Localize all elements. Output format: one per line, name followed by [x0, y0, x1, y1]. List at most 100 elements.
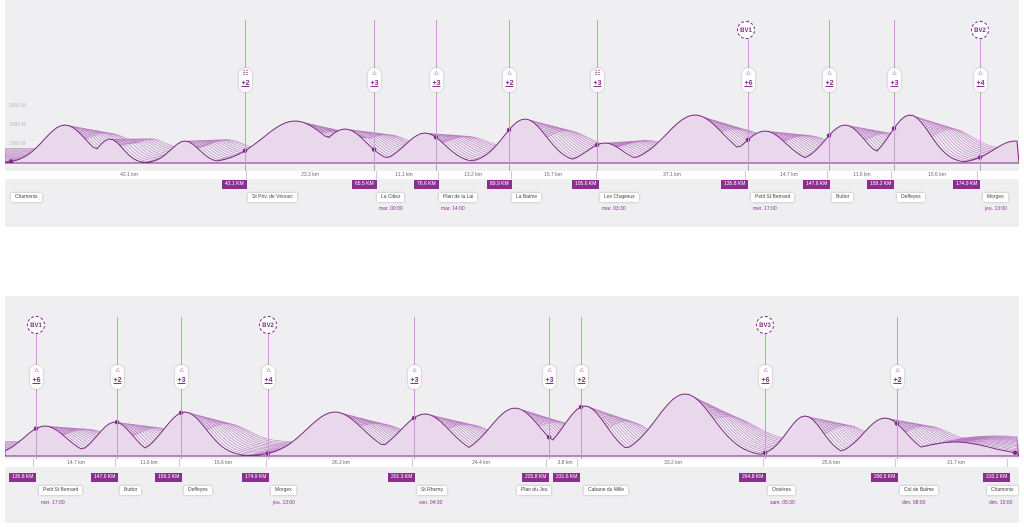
refuge-day-offset: +3 [545, 377, 554, 384]
place-time: mer. 17:00 [753, 206, 777, 212]
axis-tick [179, 459, 180, 467]
refuge-marker[interactable]: ⌂ +2 [891, 365, 904, 389]
hut-icon: ⌂ [827, 70, 832, 77]
hut-icon: ⌂ [978, 70, 983, 77]
hut-icon: ⌂ [895, 367, 900, 374]
place-label[interactable]: Cabane du Mille [584, 486, 629, 495]
place-label[interactable]: Petit St Bernard [39, 486, 83, 495]
place-label[interactable]: Col de Balme [900, 486, 939, 495]
axis-tick [412, 459, 413, 467]
axis-tick [1007, 459, 1008, 467]
place-label[interactable]: Plan de la Lai [439, 193, 478, 202]
place-label[interactable]: Les Chapieux [600, 193, 639, 202]
profile-layer [5, 114, 1019, 164]
km-badge: 42.1 KM [222, 180, 247, 189]
refuge-day-offset: +4 [976, 80, 985, 87]
hut-icon: ⌂ [266, 367, 271, 374]
life-base-badge[interactable]: BV1 [27, 316, 45, 334]
place-time: dim. 15:00 [989, 500, 1013, 506]
checkpoint-dot[interactable] [506, 127, 512, 133]
km-badge: 89.9 KM [487, 180, 512, 189]
place-label[interactable]: St Priv. de Vénosc [248, 193, 297, 202]
refuge-marker[interactable]: ☷ +3 [591, 68, 604, 92]
refuge-marker[interactable]: ⌂ +2 [111, 365, 124, 389]
elevation-profile-chart [5, 393, 1019, 457]
checkpoint-line [245, 20, 246, 171]
refuge-marker[interactable]: ⌂ +3 [430, 68, 443, 92]
place-label[interactable]: Chamonix [987, 486, 1018, 495]
refuge-marker[interactable]: ⌂ +3 [175, 365, 188, 389]
life-base-badge[interactable]: BV1 [737, 21, 755, 39]
place-time: jeu. 13:00 [273, 500, 295, 506]
place-label[interactable]: Morgex [983, 193, 1008, 202]
axis-tick [438, 171, 439, 179]
segment-distance: 11.6 km [140, 460, 158, 466]
refuge-marker[interactable]: ⌂ +6 [759, 365, 772, 389]
checkpoint-dot[interactable] [433, 135, 439, 140]
axis-tick [977, 171, 978, 179]
segment-distance: 14.7 km [780, 172, 798, 178]
km-badge: 201.3 KM [388, 473, 416, 482]
place-label[interactable]: Morgex [271, 486, 296, 495]
km-badge: 310.2 KM [983, 473, 1011, 482]
place-label[interactable]: Chamonix [11, 193, 42, 202]
axis-tick [376, 171, 377, 179]
refuge-marker[interactable]: ⌂ +2 [503, 68, 516, 92]
checkpoint-line [597, 20, 598, 171]
km-badge: 225.8 KM [522, 473, 550, 482]
checkpoint-dot[interactable] [371, 147, 377, 152]
segment-distance: 25.6 km [822, 460, 840, 466]
place-label[interactable]: Orsières [768, 486, 795, 495]
axis-tick [266, 459, 267, 467]
refuge-marker[interactable]: ⌂ +3 [408, 365, 421, 389]
km-badge: 174.9 KM [242, 473, 270, 482]
refuge-marker[interactable]: ⌂ +4 [262, 365, 275, 389]
refuge-day-offset: +2 [241, 80, 250, 87]
hut-icon: ⌂ [547, 367, 552, 374]
place-label[interactable]: Buttor [120, 486, 142, 495]
place-label[interactable]: La Citiez [377, 193, 405, 202]
altitude-label: 2000 M [9, 122, 26, 128]
place-label[interactable]: Buttor [832, 193, 854, 202]
place-label[interactable]: Deffeyes [184, 486, 212, 495]
refuge-marker[interactable]: ⌂ +2 [575, 365, 588, 389]
refuge-marker[interactable]: ⌂ +2 [823, 68, 836, 92]
checkpoint-dot[interactable] [411, 415, 417, 421]
place-label[interactable]: Plan du Jeu [517, 486, 552, 495]
food-icon: ☷ [594, 70, 601, 77]
place-label[interactable]: La Balme [512, 193, 542, 202]
life-base-badge[interactable]: BV3 [756, 316, 774, 334]
life-base-badge[interactable]: BV2 [259, 316, 277, 334]
refuge-marker[interactable]: ⌂ +4 [974, 68, 987, 92]
place-label[interactable]: Petit St Bernard [751, 193, 795, 202]
refuge-marker[interactable]: ⌂ +3 [543, 365, 556, 389]
life-base-badge[interactable]: BV2 [971, 21, 989, 39]
place-label[interactable]: St Rhemy [417, 486, 447, 495]
refuge-marker[interactable]: ⌂ +3 [368, 68, 381, 92]
refuge-marker[interactable]: ☷ +2 [239, 68, 252, 92]
segment-distance: 23.3 km [301, 172, 319, 178]
checkpoint-dot[interactable] [265, 451, 271, 456]
segment-distance: 13.2 km [464, 172, 482, 178]
refuge-day-offset: +3 [177, 377, 186, 384]
refuge-marker[interactable]: ⌂ +6 [30, 365, 43, 389]
place-label[interactable]: Deffeyes [897, 193, 925, 202]
axis-tick [246, 171, 247, 179]
refuge-marker[interactable]: ⌂ +3 [888, 68, 901, 92]
segment-distance: 11.6 km [853, 172, 871, 178]
segment-distance: 24.4 km [472, 460, 490, 466]
hut-icon: ⌂ [372, 70, 377, 77]
refuge-day-offset: +2 [825, 80, 834, 87]
refuge-day-offset: +2 [893, 377, 902, 384]
refuge-marker[interactable]: ⌂ +6 [742, 68, 755, 92]
checkpoint-line [894, 20, 895, 171]
segment-distance: 37.1 km [663, 172, 681, 178]
place-time: mar. 00:00 [379, 206, 403, 212]
checkpoint-dot[interactable] [8, 159, 14, 164]
axis-tick [745, 171, 746, 179]
segment-distance: 3.8 km [557, 460, 573, 466]
km-badge: 159.2 KM [867, 180, 895, 189]
checkpoint-dot[interactable] [1012, 450, 1018, 455]
hut-icon: ⌂ [115, 367, 120, 374]
elevation-panel-stage-2: 14.7 km 11.6 km 15.6 km 26.3 km 24.4 km 3.8 k… [5, 296, 1019, 523]
